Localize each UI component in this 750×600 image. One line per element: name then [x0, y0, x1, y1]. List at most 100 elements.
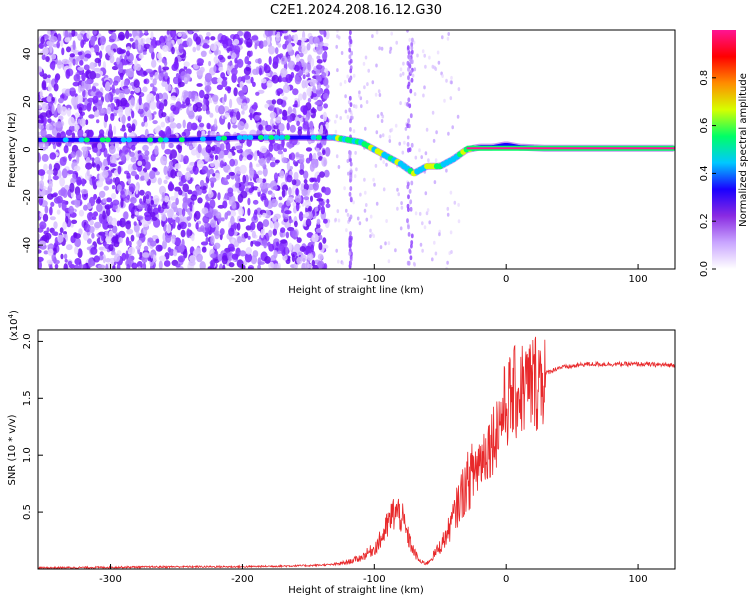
- spectrogram-cell: [407, 194, 410, 200]
- spectrogram-cell: [89, 62, 96, 70]
- spectrogram-cell: [379, 156, 383, 161]
- spectrogram-cell: [89, 47, 95, 53]
- spectrogram-cell: [314, 101, 321, 105]
- spectrogram-cell: [152, 86, 158, 92]
- spectrogram-cell: [42, 116, 47, 126]
- spectrogram-cell: [398, 141, 402, 146]
- spectrogram-cell: [266, 80, 273, 88]
- spectrogram-cell: [298, 93, 303, 101]
- spectrogram-cell: [410, 240, 414, 245]
- spectrogram-cell: [232, 124, 238, 129]
- spectrogram-cell: [90, 90, 98, 97]
- spectrogram-cell: [228, 262, 235, 268]
- spectrogram-cell: [86, 202, 92, 208]
- spectrogram-cell: [68, 116, 75, 127]
- spectrogram-cell: [281, 116, 288, 121]
- spectrogram-cell: [73, 97, 78, 106]
- spectrogram-cell: [165, 84, 172, 92]
- spectrogram-cell: [203, 42, 208, 48]
- spectrogram-cell: [168, 181, 173, 191]
- x-tick-label: -300: [99, 574, 122, 585]
- spectrogram-cell: [317, 174, 321, 183]
- spectrogram-cell: [310, 57, 315, 67]
- spectrogram-cell: [336, 34, 339, 39]
- spectrogram-cell: [314, 43, 319, 48]
- spectrogram-cell: [121, 252, 127, 261]
- spectrogram-cell: [438, 232, 441, 237]
- spectrogram-cell: [434, 251, 438, 256]
- spectrogram-cell: [263, 63, 268, 71]
- spectrogram-cell: [123, 211, 129, 220]
- spectrogram-cell: [166, 223, 172, 234]
- spectrogram-y-ticks: -40 -20 0 20 40: [22, 48, 43, 253]
- spectrogram-cell: [104, 113, 109, 123]
- spectrogram-cell: [378, 46, 381, 51]
- spectrogram-cell: [408, 103, 412, 109]
- signal-trace-blob: [236, 135, 243, 141]
- spectrogram-cell: [250, 240, 254, 247]
- spectrogram-cell: [43, 250, 49, 255]
- spectrogram-cell: [436, 50, 440, 55]
- spectrogram-cell: [138, 53, 144, 59]
- spectrogram-cell: [105, 263, 109, 269]
- spectrogram-cell: [349, 214, 353, 220]
- spectrogram-cell: [196, 253, 203, 263]
- spectrogram-cell: [248, 187, 253, 194]
- spectrogram-cell: [221, 255, 228, 265]
- spectrogram-cell: [359, 192, 362, 197]
- spectrogram-cell: [53, 110, 58, 117]
- spectrogram-cell: [102, 170, 109, 178]
- spectrogram-cell: [195, 185, 201, 192]
- spectrogram-cell: [445, 168, 448, 173]
- spectrogram-cell: [403, 140, 406, 145]
- spectrogram-cell: [120, 152, 126, 161]
- spectrogram-cell: [131, 262, 138, 269]
- spectrogram-cell: [449, 190, 453, 195]
- spectrogram-cell: [278, 123, 285, 132]
- spectrogram-cell: [134, 57, 138, 67]
- spectrogram-cell: [78, 106, 83, 114]
- spectrogram-cell: [106, 153, 111, 163]
- spectrogram-cell: [216, 77, 223, 84]
- y-tick-label: 20: [22, 95, 33, 108]
- spectrogram-cell: [183, 94, 187, 100]
- spectrogram-cell: [369, 214, 373, 219]
- spectrogram-cell: [152, 120, 158, 125]
- signal-trace-blob: [62, 137, 69, 143]
- spectrogram-cell: [147, 205, 153, 214]
- spectrogram-cell: [262, 212, 267, 218]
- spectrogram-cell: [237, 121, 245, 131]
- spectrogram-cell: [449, 96, 453, 101]
- spectrogram-cell: [248, 167, 255, 176]
- spectrogram-cell: [420, 155, 424, 160]
- spectrogram-cell: [58, 97, 64, 104]
- spectrogram-cell: [101, 234, 105, 241]
- spectrogram-cell: [95, 52, 100, 56]
- spectrogram-cell: [149, 101, 157, 110]
- spectrogram-cell: [409, 199, 413, 205]
- spectrogram-cell: [112, 199, 120, 206]
- spectrogram-cell: [409, 255, 413, 261]
- spectrogram-cell: [145, 68, 153, 73]
- spectrogram-cell: [304, 261, 310, 269]
- spectrogram-cell: [339, 82, 343, 87]
- spectrogram-cell: [409, 113, 413, 119]
- spectrogram-cell: [84, 224, 91, 233]
- spectrogram-cell: [286, 122, 290, 131]
- spectrogram-cell: [247, 148, 252, 153]
- spectrogram-cell: [352, 129, 356, 134]
- spectrogram-cell: [185, 68, 192, 75]
- signal-trace-blob: [120, 137, 127, 143]
- spectrogram-cell: [421, 49, 425, 54]
- spectrogram-cell: [48, 174, 52, 181]
- spectrogram-cell: [294, 64, 300, 72]
- spectrogram-cell: [144, 150, 150, 156]
- spectrogram-cell: [457, 87, 461, 92]
- spectrogram-cell: [243, 31, 252, 41]
- spectrogram-cell: [416, 53, 419, 58]
- spectrogram-cell: [348, 153, 352, 159]
- spectrogram-cell: [104, 93, 111, 103]
- spectrogram-cell: [164, 195, 170, 203]
- spectrogram-cell: [316, 198, 324, 202]
